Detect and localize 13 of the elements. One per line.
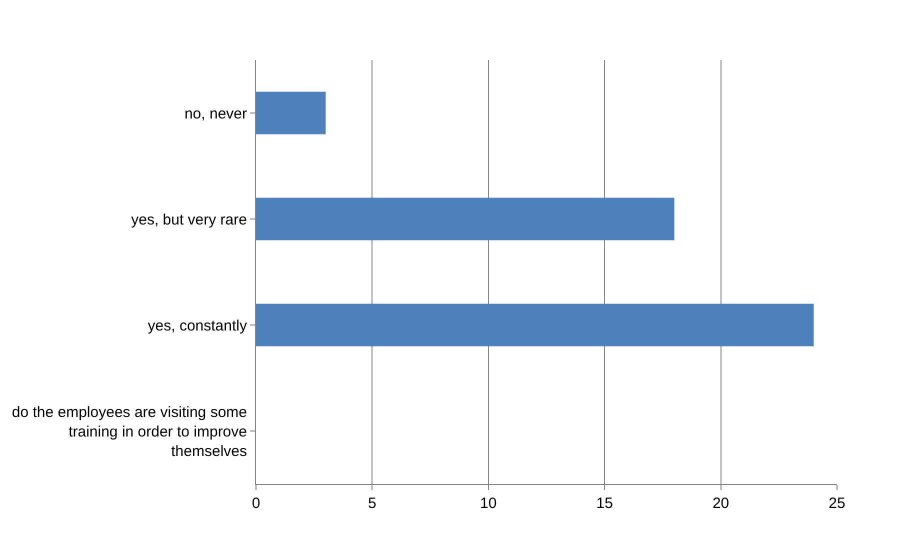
- y-tick-label: no, never: [184, 105, 247, 122]
- y-tick-label: yes, constantly: [148, 317, 248, 334]
- x-tick-label: 10: [480, 495, 497, 512]
- bar: [256, 304, 814, 346]
- y-tick-label: do the employees are visiting some training in order to improve themselves: [12, 404, 247, 460]
- bar: [256, 198, 674, 240]
- x-tick-label: 5: [368, 495, 376, 512]
- x-tick-label: 0: [252, 495, 260, 512]
- x-tick-label: 25: [828, 495, 846, 512]
- x-tick-label: 15: [596, 495, 613, 512]
- bar: [256, 92, 326, 134]
- y-tick-label: yes, but very rare: [131, 211, 247, 228]
- x-tick-label: 20: [712, 495, 730, 512]
